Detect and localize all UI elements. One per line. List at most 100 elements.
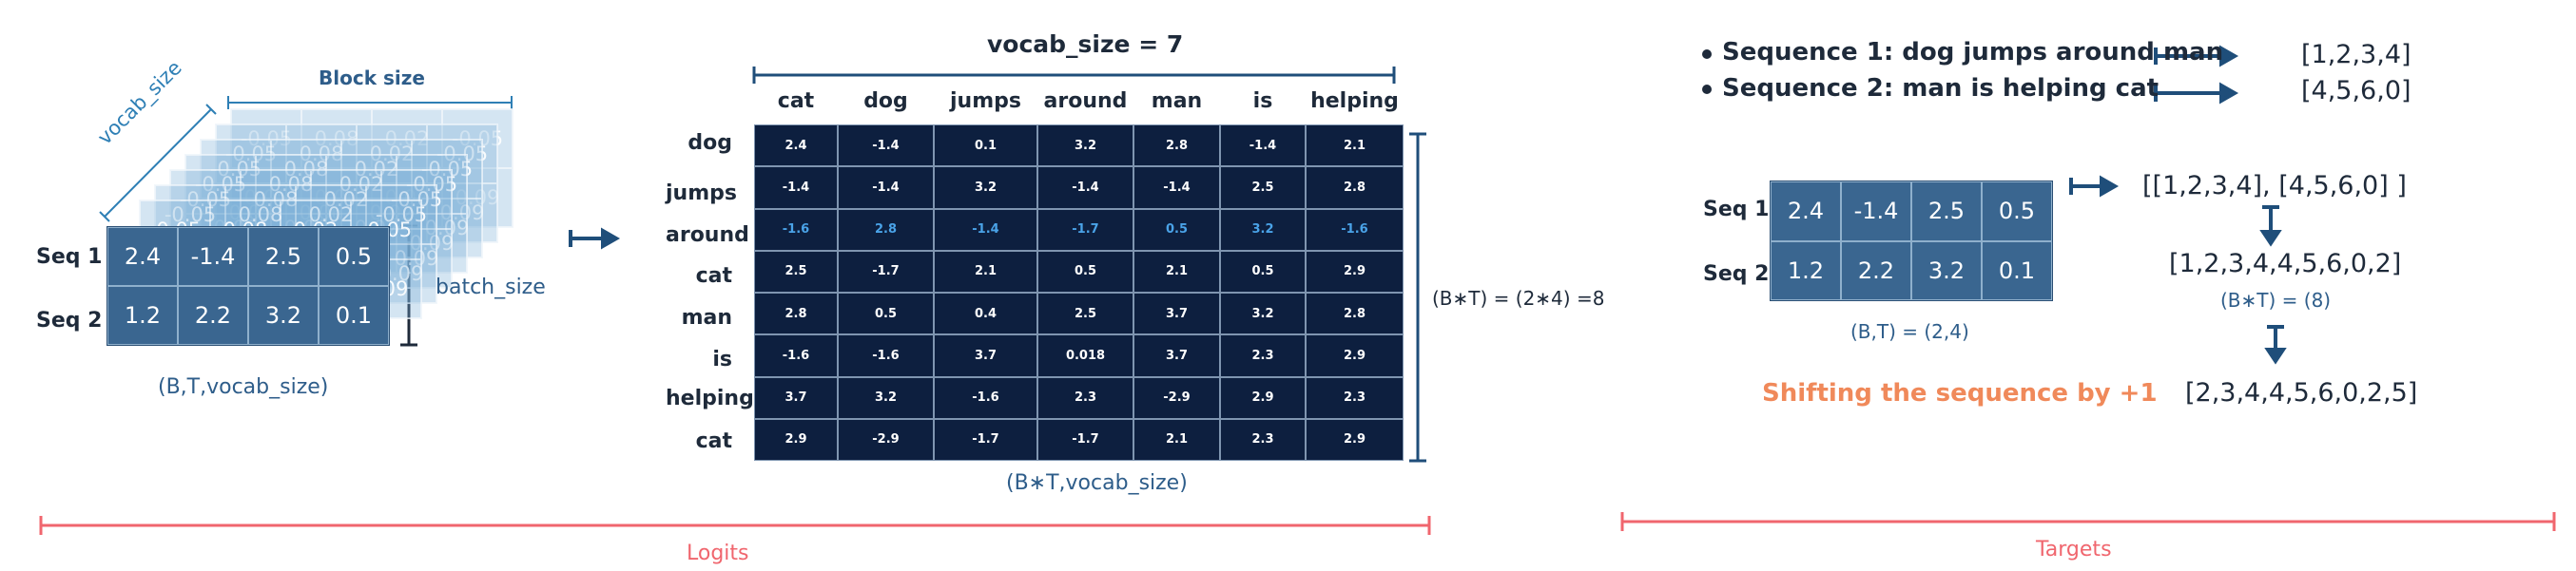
matrix-cell: -2.9	[838, 418, 934, 461]
targets-grid: 2.4 -1.4 2.5 0.5 1.2 2.2 3.2 0.1	[1770, 181, 2053, 301]
grid-cell: 2.5	[1911, 181, 1982, 241]
grid-cell: 2.4	[1771, 181, 1841, 241]
sequence-2-text: Sequence 2: man is helping cat	[1722, 74, 2160, 103]
matrix-cell: -1.4	[1037, 166, 1133, 209]
matrix-cell: -1.4	[934, 208, 1037, 251]
grid-cell: 2.4	[107, 227, 178, 286]
column-header: dog	[863, 89, 908, 113]
matrix-cell: -1.6	[838, 334, 934, 377]
matrix-cell: 2.3	[1306, 376, 1404, 419]
column-header: around	[1043, 89, 1128, 113]
layer-cell: 0.08	[225, 185, 296, 244]
matrix-cell: 2.8	[838, 208, 934, 251]
matrix-cell: 2.5	[1037, 293, 1133, 335]
layer-cell: -0.05	[366, 185, 436, 244]
grid-cell: 2.5	[248, 227, 319, 286]
matrix-cell: -1.4	[1220, 124, 1306, 167]
row-header: is	[712, 348, 732, 371]
matrix-cell: -1.6	[754, 334, 838, 377]
matrix-cell: -2.9	[1133, 376, 1220, 419]
matrix-cell: -1.4	[1133, 166, 1220, 209]
batch-size-label: batch_size	[436, 276, 546, 299]
matrix-cell: 2.1	[1133, 250, 1220, 293]
grid-cell: -1.4	[178, 227, 248, 286]
matrix-cell: 2.1	[1133, 418, 1220, 461]
matrix-cell: -1.4	[838, 124, 934, 167]
matrix-shape-label: (B∗T,vocab_size)	[1006, 471, 1188, 495]
matrix-cell: -1.4	[838, 166, 934, 209]
matrix-cell: 2.9	[1220, 376, 1306, 419]
matrix-cell: 0.5	[1037, 250, 1133, 293]
matrix-cell: -1.7	[1037, 208, 1133, 251]
row-header: dog	[688, 131, 732, 155]
row-header: jumps	[666, 181, 737, 205]
block-size-label: Block size	[319, 67, 425, 89]
column-header: is	[1252, 89, 1273, 113]
grid-cell: 3.2	[1911, 240, 1982, 300]
shifted-ids: [2,3,4,4,5,6,0,2,5]	[2185, 378, 2418, 408]
matrix-cell: 3.7	[754, 376, 838, 419]
column-header: cat	[777, 89, 815, 113]
targets-bracket	[1620, 512, 2556, 531]
layer-cell: -0.05	[155, 185, 225, 244]
bt-product-label: (B∗T) = (8)	[2220, 289, 2332, 312]
matrix-cell: 2.8	[754, 293, 838, 335]
targets-seq2-label: Seq 2	[1703, 262, 1770, 286]
bt-shape-label: (B,T) = (2,4)	[1850, 320, 1969, 343]
matrix-cell: 2.8	[1306, 166, 1404, 209]
down-arrow-1	[2259, 205, 2282, 247]
logits-bracket	[39, 516, 1431, 535]
bt-equation: (B∗T) = (2∗4) =8	[1432, 287, 1605, 310]
grid-cell: 2.2	[1841, 240, 1911, 300]
column-header: jumps	[950, 89, 1021, 113]
grid-cell: 3.2	[248, 286, 319, 345]
vocab-size-top-bracket	[752, 67, 1396, 84]
matrix-cell: 2.1	[1306, 124, 1404, 167]
block-size-bracket	[227, 96, 513, 109]
matrix-cell: 0.5	[1133, 208, 1220, 251]
matrix-cell: -1.7	[1037, 418, 1133, 461]
nested-ids: [[1,2,3,4], [4,5,6,0] ]	[2142, 171, 2407, 200]
matrix-cell: 2.5	[754, 250, 838, 293]
grid-cell: 0.1	[319, 286, 389, 345]
matrix-cell: 3.2	[838, 376, 934, 419]
column-header: helping	[1310, 89, 1399, 113]
vocab-size-bracket	[99, 104, 217, 222]
row-header: helping	[666, 387, 754, 410]
matrix-cell: -1.6	[1306, 208, 1404, 251]
grid-cell: 0.5	[319, 227, 389, 286]
matrix-cell: 2.8	[1133, 124, 1220, 167]
matrix-cell: 2.9	[1306, 334, 1404, 377]
shift-label: Shifting the sequence by +1	[1762, 379, 2158, 408]
matrix-cell: 0.018	[1037, 334, 1133, 377]
bullet-dot	[1702, 49, 1712, 59]
grid-cell: 0.5	[1982, 181, 2052, 241]
vocab-size-title: vocab_size = 7	[987, 30, 1184, 58]
matrix-cell: 3.2	[1220, 208, 1306, 251]
grid-cell: -1.4	[1841, 181, 1911, 241]
matrix-cell: -1.4	[754, 166, 838, 209]
matrix-cell: 2.3	[1220, 334, 1306, 377]
matrix-cell: -1.6	[754, 208, 838, 251]
targets-seq1-label: Seq 1	[1703, 198, 1770, 221]
logits-section-label: Logits	[687, 542, 749, 565]
matrix-cell: 3.7	[1133, 293, 1220, 335]
matrix-cell: -1.7	[838, 250, 934, 293]
matrix-cell: 2.1	[934, 250, 1037, 293]
matrix-cell: 3.2	[1220, 293, 1306, 335]
down-arrow-2	[2264, 325, 2287, 365]
sequence-2-ids: [4,5,6,0]	[2301, 76, 2411, 105]
matrix-cell: 2.9	[754, 418, 838, 461]
tensor-shape-label: (B,T,vocab_size)	[158, 375, 329, 399]
tensor-front-grid: 2.4 -1.4 2.5 0.5 1.2 2.2 3.2 0.1	[107, 226, 390, 346]
row-header: cat	[695, 264, 732, 288]
logits-matrix: 2.4 -1.4 0.1 3.2 2.8 -1.4 2.1 -1.4 -1.4 3.2 -1.4 -1…	[754, 124, 1404, 461]
matrix-cell: 2.3	[1037, 376, 1133, 419]
grid-cell: 1.2	[107, 286, 178, 345]
matrix-cell: -1.6	[934, 376, 1037, 419]
matrix-cell: 0.4	[934, 293, 1037, 335]
grid-cell: 1.2	[1771, 240, 1841, 300]
matrix-cell: 2.5	[1220, 166, 1306, 209]
grid-to-ids-arrow	[2069, 175, 2120, 198]
